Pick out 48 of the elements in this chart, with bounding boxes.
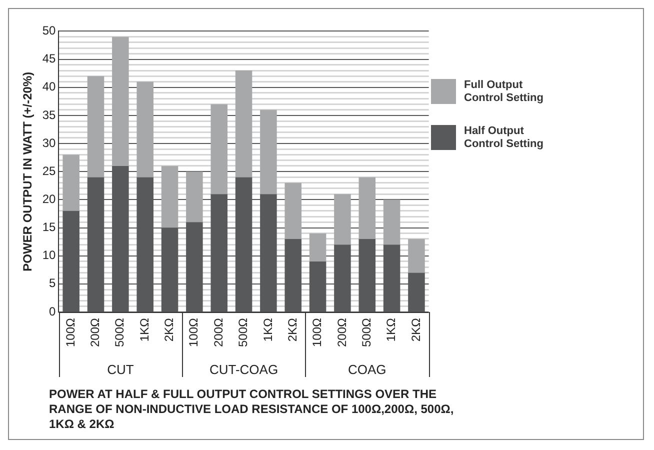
y-tick-label: 50 xyxy=(42,24,56,38)
legend-label: Full Output Control Setting xyxy=(464,79,544,105)
x-tick-label: 2KΩ xyxy=(162,318,176,342)
text: COAG xyxy=(348,362,386,378)
x-tick-label: 500Ω xyxy=(359,318,374,348)
y-tick-label: 35 xyxy=(42,108,56,122)
x-tick-label: 100Ω xyxy=(63,318,78,348)
bar xyxy=(284,182,302,239)
y-tick-label: 40 xyxy=(42,80,56,94)
x-tick-label: 2KΩ xyxy=(285,318,300,342)
bar xyxy=(235,70,252,178)
bar xyxy=(358,177,376,239)
y-tick-label: 20 xyxy=(42,192,56,206)
x-tick-label: 2KΩ xyxy=(408,318,423,342)
y-tick-label: 30 xyxy=(42,136,56,150)
x-tick-label: 200Ω xyxy=(88,318,102,348)
x-tick-label: 500Ω xyxy=(236,318,250,348)
bar xyxy=(62,154,80,211)
y-axis-title: POWER OUTPUT IN WATT (+/-20%) xyxy=(20,72,35,272)
bar xyxy=(161,166,178,228)
bar xyxy=(87,76,104,178)
bar xyxy=(210,104,228,194)
x-tick-label: 100Ω xyxy=(310,318,324,348)
bar xyxy=(186,172,203,222)
x-tick-label: 500Ω xyxy=(112,318,127,348)
x-tick-label: 200Ω xyxy=(334,318,349,348)
x-tick-label: 1KΩ xyxy=(260,318,275,342)
bar xyxy=(408,239,425,273)
y-tick-label: 5 xyxy=(49,276,56,290)
x-tick-label: 1KΩ xyxy=(137,318,152,342)
text: CUT-COAG xyxy=(209,362,278,378)
y-tick-label: 25 xyxy=(42,164,56,178)
x-tick-label: 1KΩ xyxy=(384,318,398,342)
y-tick-label: 10 xyxy=(42,248,56,262)
y-tick-label: 15 xyxy=(42,220,56,234)
legend-label: Half Output Control Setting xyxy=(464,125,544,151)
bar xyxy=(112,36,129,166)
bar xyxy=(260,110,277,194)
text: POWER AT HALF & FULL OUTPUT CONTROL SETTINGS OVER THE RANGE OF NON-INDUCTIVE LOAD RESISTANCE OF 100Ω,200Ω, 500Ω, 1KΩ & 2KΩ xyxy=(49,387,455,432)
y-tick-label: 45 xyxy=(42,52,56,66)
y-tick-label: 0 xyxy=(49,304,56,318)
bar xyxy=(309,233,326,262)
bar xyxy=(383,200,400,245)
text: CUT xyxy=(107,362,134,378)
x-tick-label: 200Ω xyxy=(211,318,226,348)
bar xyxy=(136,82,154,178)
x-tick-label: 100Ω xyxy=(186,318,201,348)
bar xyxy=(334,194,351,245)
